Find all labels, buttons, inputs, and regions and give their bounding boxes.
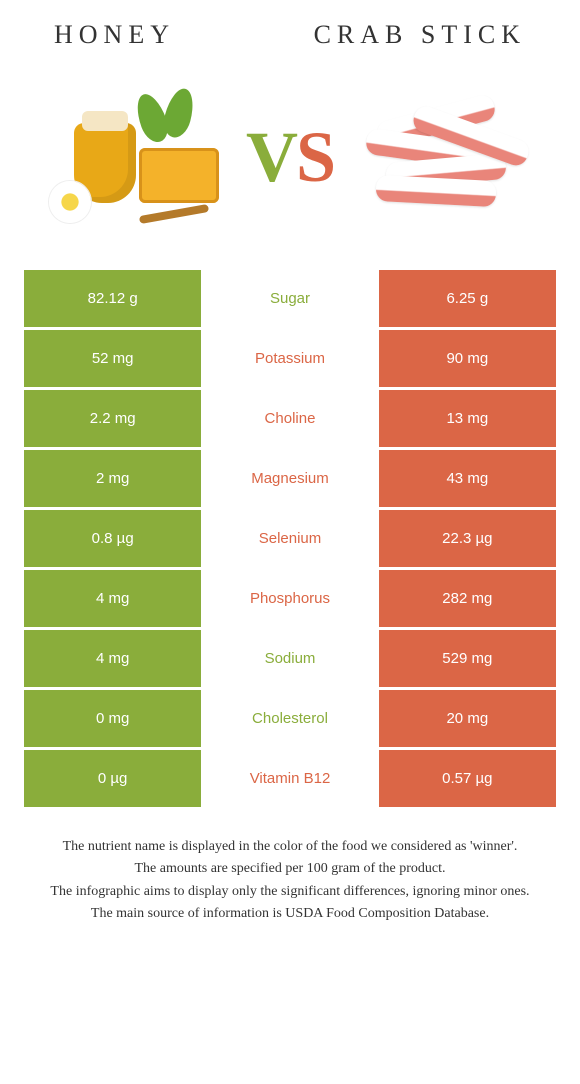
cell-nutrient-label: Magnesium bbox=[201, 450, 378, 507]
table-row: 52 mgPotassium90 mg bbox=[24, 330, 556, 387]
cell-right-value: 90 mg bbox=[379, 330, 556, 387]
footnote-line: The main source of information is USDA F… bbox=[28, 904, 552, 924]
table-row: 2 mgMagnesium43 mg bbox=[24, 450, 556, 507]
cell-right-value: 6.25 g bbox=[379, 270, 556, 327]
cell-nutrient-label: Cholesterol bbox=[201, 690, 378, 747]
cell-left-value: 52 mg bbox=[24, 330, 201, 387]
cell-left-value: 2.2 mg bbox=[24, 390, 201, 447]
footnote-line: The nutrient name is displayed in the co… bbox=[28, 837, 552, 857]
cell-nutrient-label: Selenium bbox=[201, 510, 378, 567]
cell-right-value: 43 mg bbox=[379, 450, 556, 507]
title-left: Honey bbox=[54, 20, 175, 50]
footnotes: The nutrient name is displayed in the co… bbox=[24, 837, 556, 924]
title-row: Honey Crab stick bbox=[24, 20, 556, 50]
title-right: Crab stick bbox=[314, 20, 526, 50]
cell-right-value: 20 mg bbox=[379, 690, 556, 747]
cell-right-value: 13 mg bbox=[379, 390, 556, 447]
cell-left-value: 0.8 µg bbox=[24, 510, 201, 567]
cell-right-value: 22.3 µg bbox=[379, 510, 556, 567]
cell-nutrient-label: Vitamin B12 bbox=[201, 750, 378, 807]
honey-image bbox=[44, 88, 224, 228]
comparison-table: 82.12 gSugar6.25 g52 mgPotassium90 mg2.2… bbox=[24, 270, 556, 807]
vs-v: V bbox=[246, 117, 296, 197]
cell-nutrient-label: Phosphorus bbox=[201, 570, 378, 627]
cell-left-value: 4 mg bbox=[24, 630, 201, 687]
cell-right-value: 0.57 µg bbox=[379, 750, 556, 807]
hero-row: VS bbox=[24, 75, 556, 240]
cell-left-value: 0 mg bbox=[24, 690, 201, 747]
vs-s: S bbox=[296, 117, 334, 197]
cell-right-value: 529 mg bbox=[379, 630, 556, 687]
cell-left-value: 4 mg bbox=[24, 570, 201, 627]
cell-left-value: 0 µg bbox=[24, 750, 201, 807]
cell-nutrient-label: Sodium bbox=[201, 630, 378, 687]
cell-left-value: 2 mg bbox=[24, 450, 201, 507]
crab-stick-image bbox=[356, 88, 536, 228]
cell-nutrient-label: Potassium bbox=[201, 330, 378, 387]
table-row: 4 mgSodium529 mg bbox=[24, 630, 556, 687]
footnote-line: The amounts are specified per 100 gram o… bbox=[28, 859, 552, 879]
cell-right-value: 282 mg bbox=[379, 570, 556, 627]
vs-label: VS bbox=[246, 116, 334, 199]
cell-left-value: 82.12 g bbox=[24, 270, 201, 327]
cell-nutrient-label: Sugar bbox=[201, 270, 378, 327]
table-row: 4 mgPhosphorus282 mg bbox=[24, 570, 556, 627]
table-row: 2.2 mgCholine13 mg bbox=[24, 390, 556, 447]
footnote-line: The infographic aims to display only the… bbox=[28, 882, 552, 902]
table-row: 0 mgCholesterol20 mg bbox=[24, 690, 556, 747]
cell-nutrient-label: Choline bbox=[201, 390, 378, 447]
table-row: 0.8 µgSelenium22.3 µg bbox=[24, 510, 556, 567]
table-row: 82.12 gSugar6.25 g bbox=[24, 270, 556, 327]
table-row: 0 µgVitamin B120.57 µg bbox=[24, 750, 556, 807]
